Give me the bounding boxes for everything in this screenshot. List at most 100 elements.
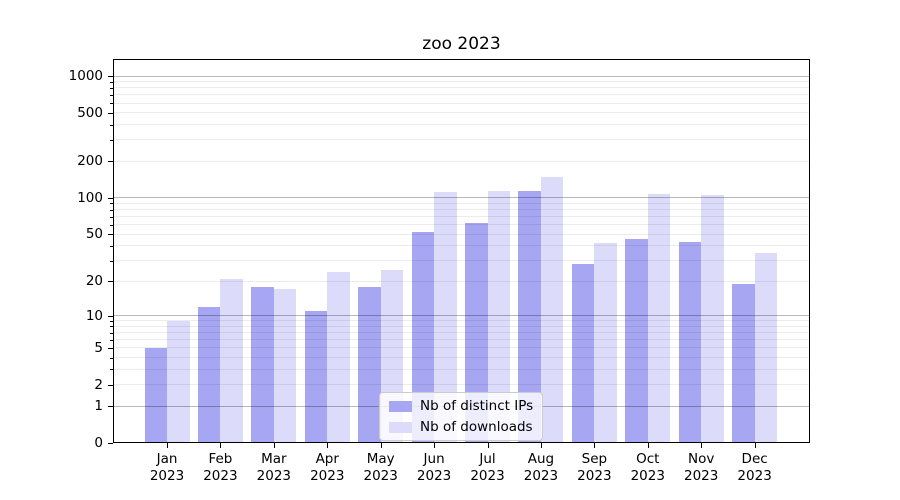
- bar-downloads-oct: [647, 193, 671, 443]
- bar-downloads-feb: [220, 278, 243, 443]
- plot-area: [113, 59, 810, 443]
- legend-swatch-distinct-ips: [389, 400, 412, 412]
- bar-downloads-jan: [167, 320, 190, 443]
- grid-line-minor: [113, 368, 810, 370]
- x-tick-label-jan: Jan 2023: [149, 451, 185, 484]
- y-minor-tick-mark: [110, 216, 113, 218]
- y-tick-label: 500: [77, 104, 103, 121]
- x-tick-mark: [434, 443, 436, 448]
- y-minor-tick-mark: [110, 81, 113, 83]
- grid-line-minor: [113, 320, 810, 322]
- bar-distinct-ips-mar: [251, 286, 274, 443]
- y-tick-mark: [108, 347, 113, 349]
- y-minor-tick-mark: [110, 320, 113, 322]
- y-minor-tick-mark: [110, 245, 113, 247]
- y-minor-tick-mark: [110, 87, 113, 89]
- bar-distinct-ips-apr: [304, 311, 328, 443]
- bar-downloads-dec: [754, 252, 778, 443]
- bar-distinct-ips-nov: [678, 242, 702, 443]
- x-tick-label-feb: Feb 2023: [203, 451, 238, 484]
- x-tick-label-sep: Sep 2023: [577, 451, 612, 484]
- legend-label-distinct-ips: Nb of distinct IPs: [420, 398, 534, 414]
- x-tick-label-apr: Apr 2023: [310, 451, 345, 484]
- x-tick-mark: [380, 443, 382, 448]
- grid-line-minor: [113, 94, 810, 96]
- bar-distinct-ips-aug: [518, 191, 541, 443]
- grid-line-major: [113, 315, 810, 317]
- x-tick-label-nov: Nov 2023: [684, 451, 719, 484]
- y-tick-label: 5: [94, 339, 103, 356]
- y-tick-mark: [108, 112, 113, 114]
- bar-downloads-nov: [701, 195, 724, 443]
- grid-line-minor: [113, 224, 810, 226]
- y-minor-tick-mark: [110, 139, 113, 141]
- y-tick-label: 200: [77, 153, 103, 170]
- y-tick-label: 0: [94, 435, 103, 451]
- bar-distinct-ips-sep: [571, 264, 595, 443]
- x-tick-mark: [327, 443, 329, 448]
- x-tick-mark: [220, 443, 222, 448]
- legend-row-downloads: Nb of downloads: [389, 419, 533, 435]
- grid-line-minor: [113, 325, 810, 327]
- grid-line-minor: [113, 216, 810, 218]
- grid-line-minor: [113, 87, 810, 89]
- y-tick-mark: [108, 76, 113, 78]
- y-tick-label: 10: [85, 307, 103, 324]
- x-tick-label-may: May 2023: [363, 451, 398, 484]
- grid-line-minor: [113, 384, 810, 386]
- bar-downloads-jun: [434, 191, 457, 443]
- y-minor-tick-mark: [110, 326, 113, 328]
- x-tick-mark: [487, 443, 489, 448]
- x-tick-label-jul: Jul 2023: [470, 451, 505, 484]
- y-minor-tick-mark: [110, 94, 113, 96]
- x-tick-mark: [167, 443, 168, 448]
- legend-swatch-downloads: [389, 421, 412, 433]
- grid-line-minor: [113, 160, 810, 162]
- legend-label-downloads: Nb of downloads: [420, 419, 533, 435]
- grid-line-minor: [113, 233, 810, 235]
- y-tick-mark: [108, 443, 113, 444]
- bar-downloads-jul: [487, 190, 511, 443]
- grid-line-minor: [113, 202, 810, 204]
- y-minor-tick-mark: [110, 124, 113, 126]
- y-tick-label: 20: [85, 273, 103, 290]
- x-tick-label-dec: Dec 2023: [737, 451, 772, 484]
- y-tick-mark: [108, 281, 113, 283]
- x-tick-mark: [540, 443, 542, 448]
- x-tick-mark: [754, 443, 756, 448]
- y-tick-label: 2: [94, 376, 103, 393]
- y-tick-label: 1: [94, 398, 103, 415]
- y-tick-mark: [108, 234, 113, 236]
- bar-downloads-sep: [594, 243, 617, 443]
- y-tick-mark: [108, 315, 113, 317]
- y-minor-tick-mark: [110, 339, 113, 341]
- grid-layer: [113, 59, 810, 443]
- chart-title: zoo 2023: [422, 34, 501, 54]
- grid-line-minor: [113, 102, 810, 104]
- bar-distinct-ips-may: [358, 286, 381, 443]
- x-tick-label-mar: Mar 2023: [256, 451, 291, 484]
- grid-line-minor: [113, 124, 810, 126]
- x-tick-mark: [647, 443, 649, 448]
- y-minor-tick-mark: [110, 357, 113, 359]
- x-tick-mark: [273, 443, 275, 448]
- grid-line-minor: [113, 209, 810, 211]
- y-minor-tick-mark: [110, 103, 113, 105]
- y-tick-mark: [108, 197, 113, 199]
- grid-line-minor: [113, 139, 810, 141]
- grid-line-minor: [113, 280, 810, 282]
- bars-layer: [113, 59, 810, 443]
- y-tick-mark: [108, 384, 113, 386]
- bar-downloads-aug: [540, 176, 564, 443]
- grid-line-major: [113, 75, 810, 77]
- x-tick-label-aug: Aug 2023: [523, 451, 559, 484]
- bar-distinct-ips-oct: [625, 238, 648, 443]
- bar-distinct-ips-jan: [144, 347, 167, 443]
- grid-line-minor: [113, 245, 810, 247]
- y-minor-tick-mark: [110, 209, 113, 211]
- y-minor-tick-mark: [110, 260, 113, 262]
- grid-line-major: [113, 197, 810, 199]
- bar-distinct-ips-dec: [732, 283, 755, 443]
- grid-line-minor: [113, 357, 810, 359]
